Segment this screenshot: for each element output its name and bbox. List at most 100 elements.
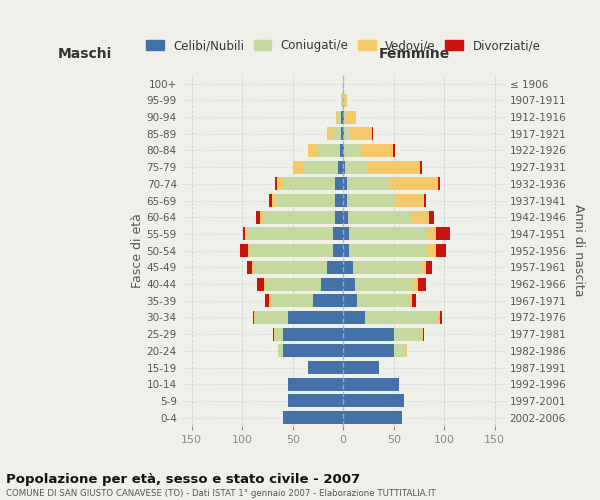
Bar [335, 194, 343, 207]
Text: Maschi: Maschi [58, 48, 112, 62]
Bar [410, 294, 412, 307]
Bar [333, 228, 343, 240]
Bar [308, 361, 343, 374]
Bar [344, 127, 349, 140]
Bar [426, 261, 432, 274]
Bar [341, 127, 343, 140]
Text: Femmine: Femmine [379, 48, 450, 62]
Bar [349, 127, 371, 140]
Bar [269, 194, 272, 207]
Bar [349, 228, 428, 240]
Bar [321, 278, 343, 290]
Bar [327, 127, 333, 140]
Bar [418, 278, 426, 290]
Bar [313, 294, 343, 307]
Bar [440, 311, 442, 324]
Bar [287, 378, 343, 390]
Bar [344, 144, 362, 157]
Bar [240, 244, 248, 257]
Bar [308, 144, 318, 157]
Bar [245, 228, 247, 240]
Bar [393, 144, 395, 157]
Bar [250, 244, 333, 257]
Bar [265, 210, 335, 224]
Bar [347, 194, 396, 207]
Bar [335, 178, 343, 190]
Bar [428, 228, 436, 240]
Bar [283, 411, 343, 424]
Bar [243, 228, 245, 240]
Bar [341, 94, 342, 107]
Bar [365, 311, 438, 324]
Bar [318, 144, 340, 157]
Bar [338, 110, 341, 124]
Bar [254, 261, 327, 274]
Bar [256, 311, 287, 324]
Bar [406, 344, 407, 358]
Bar [287, 394, 343, 407]
Bar [438, 178, 440, 190]
Bar [423, 328, 424, 340]
Bar [343, 378, 399, 390]
Bar [343, 178, 347, 190]
Bar [345, 160, 367, 173]
Bar [436, 244, 446, 257]
Bar [396, 194, 424, 207]
Bar [283, 328, 343, 340]
Bar [338, 160, 343, 173]
Bar [424, 194, 426, 207]
Bar [269, 294, 271, 307]
Bar [348, 210, 411, 224]
Text: COMUNE DI SAN GIUSTO CANAVESE (TO) - Dati ISTAT 1° gennaio 2007 - Elaborazione T: COMUNE DI SAN GIUSTO CANAVESE (TO) - Dat… [6, 489, 436, 498]
Bar [327, 261, 343, 274]
Bar [349, 244, 428, 257]
Bar [343, 94, 347, 107]
Bar [355, 278, 414, 290]
Bar [412, 294, 416, 307]
Bar [358, 294, 410, 307]
Bar [342, 94, 343, 107]
Bar [253, 311, 254, 324]
Bar [353, 261, 422, 274]
Y-axis label: Fasce di età: Fasce di età [131, 213, 144, 288]
Bar [344, 110, 346, 124]
Bar [271, 294, 313, 307]
Bar [422, 328, 423, 340]
Bar [394, 328, 422, 340]
Bar [394, 344, 406, 358]
Bar [278, 344, 283, 358]
Bar [346, 110, 356, 124]
Bar [293, 160, 303, 173]
Bar [362, 144, 393, 157]
Bar [343, 210, 348, 224]
Bar [343, 244, 349, 257]
Bar [340, 144, 343, 157]
Bar [343, 328, 394, 340]
Bar [274, 328, 275, 340]
Bar [371, 127, 373, 140]
Bar [343, 228, 349, 240]
Bar [343, 160, 345, 173]
Bar [277, 178, 283, 190]
Bar [265, 294, 269, 307]
Bar [272, 194, 275, 207]
Bar [247, 261, 253, 274]
Bar [343, 278, 355, 290]
Bar [260, 210, 265, 224]
Bar [283, 344, 343, 358]
Bar [436, 228, 450, 240]
Bar [343, 127, 344, 140]
Bar [275, 178, 277, 190]
Bar [336, 110, 338, 124]
Text: Popolazione per età, sesso e stato civile - 2007: Popolazione per età, sesso e stato civil… [6, 472, 360, 486]
Bar [411, 210, 429, 224]
Y-axis label: Anni di nascita: Anni di nascita [572, 204, 585, 297]
Bar [343, 311, 365, 324]
Bar [256, 210, 260, 224]
Bar [343, 77, 344, 90]
Bar [254, 311, 256, 324]
Bar [275, 328, 283, 340]
Bar [272, 328, 274, 340]
Bar [438, 311, 440, 324]
Bar [247, 228, 333, 240]
